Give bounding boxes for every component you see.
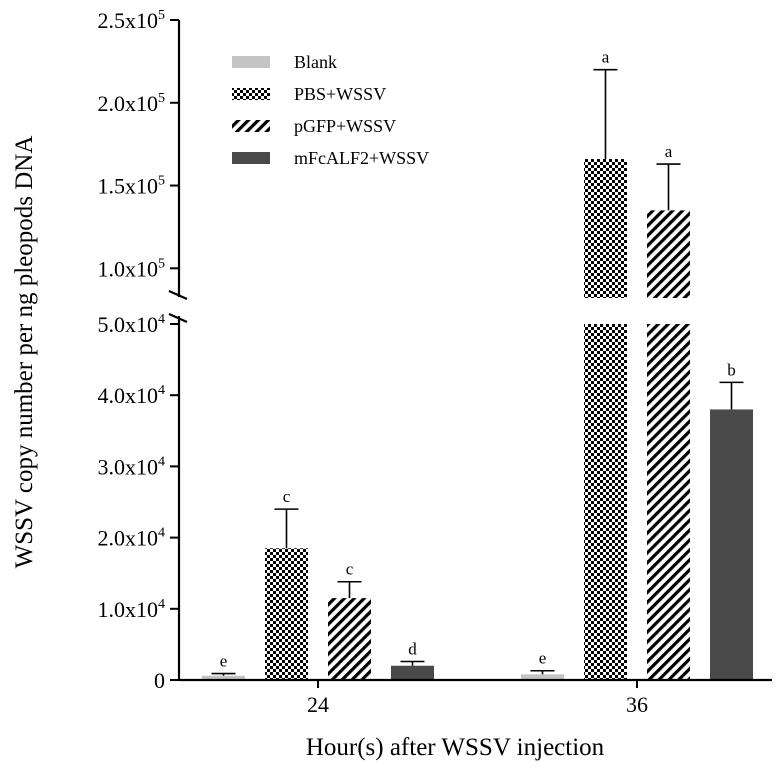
significance-letter: e <box>539 649 547 668</box>
legend-item: Blank <box>232 52 337 72</box>
y-tick-label: 1.0x105 <box>98 256 166 281</box>
legend-item: PBS+WSSV <box>232 84 386 104</box>
axis-break-mark <box>168 312 188 324</box>
y-tick-exponent: 4 <box>158 383 165 398</box>
legend-label: mFcALF2+WSSV <box>294 148 429 168</box>
legend-label: pGFP+WSSV <box>294 116 396 136</box>
bar-blank-36 <box>521 674 564 680</box>
axes-layer <box>168 20 772 682</box>
significance-letter: d <box>408 639 417 658</box>
significance-letter: c <box>283 487 291 506</box>
bar-mfcalf2-wssv-24 <box>391 665 434 680</box>
x-tick-label: 36 <box>626 692 648 717</box>
y-tick-exponent: 4 <box>158 526 165 541</box>
y-tick-label: 4.0x104 <box>98 383 166 408</box>
y-tick-exponent: 4 <box>158 454 165 469</box>
x-tick-label: 24 <box>307 692 329 717</box>
error-bar <box>719 381 744 410</box>
error-bar <box>530 669 555 675</box>
y-tick-exponent: 5 <box>158 91 165 106</box>
bar-pbs-wssv-36-upper <box>584 159 627 309</box>
bar-pbs-wssv-36 <box>584 159 627 680</box>
axis-break-mark <box>168 289 188 301</box>
y-tick-mantissa: 1.5x10 <box>98 174 159 199</box>
legend-label: Blank <box>294 52 337 72</box>
y-tick-label: 5.0x104 <box>98 312 166 337</box>
legend-label: PBS+WSSV <box>294 84 386 104</box>
x-axis-title: Hour(s) after WSSV injection <box>306 734 605 761</box>
y-tick-label: 2.0x104 <box>98 526 166 551</box>
error-bar <box>656 163 681 211</box>
y-axis-title: WSSV copy number per ng pleopods DNA <box>11 136 38 569</box>
y-tick-mantissa: 2.0x10 <box>98 526 159 551</box>
bar-blank-24 <box>202 675 245 680</box>
y-tick-label: 0 <box>154 668 165 693</box>
legend: Blank PBS+WSSV pGFP+WSSV mFcALF2+WSSV <box>232 52 429 168</box>
ticks-layer: 24 3601.0x1042.0x1043.0x1044.0x1045.0x104… <box>98 8 649 717</box>
y-tick-mantissa: 2.5x10 <box>98 8 159 33</box>
significance-letter: b <box>727 360 736 379</box>
y-tick-label: 2.0x105 <box>98 91 166 116</box>
legend-swatch <box>232 56 270 68</box>
y-tick-label: 3.0x104 <box>98 454 166 479</box>
bar-pbs-wssv-24 <box>265 548 308 680</box>
significance-letter: c <box>346 560 354 579</box>
axis-break-gap <box>185 298 765 315</box>
significance-letter: a <box>602 48 610 67</box>
y-tick-label: 1.5x105 <box>98 174 166 199</box>
y-tick-mantissa: 3.0x10 <box>98 454 159 479</box>
error-bar <box>274 508 299 549</box>
y-tick-mantissa: 1.0x10 <box>98 256 159 281</box>
significance-letter: e <box>220 652 228 671</box>
y-tick-label: 2.5x105 <box>98 8 166 33</box>
y-tick-mantissa: 1.0x10 <box>98 597 159 622</box>
y-tick-label: 1.0x104 <box>98 597 166 622</box>
significance-letter: a <box>665 142 673 161</box>
y-tick-mantissa: 4.0x10 <box>98 383 159 408</box>
y-tick-exponent: 5 <box>158 8 165 23</box>
y-tick-exponent: 4 <box>158 312 165 327</box>
error-bar <box>211 672 236 676</box>
bar-pgfp-wssv-36-lower <box>647 324 690 680</box>
bar-pgfp-wssv-36 <box>647 210 690 680</box>
legend-swatch <box>232 88 270 100</box>
y-tick-mantissa: 0 <box>154 668 165 693</box>
y-tick-mantissa: 5.0x10 <box>98 312 159 337</box>
bar-pgfp-wssv-36-upper <box>647 210 690 309</box>
error-bar <box>337 580 362 599</box>
error-bar <box>400 660 425 666</box>
legend-item: pGFP+WSSV <box>232 116 396 136</box>
legend-swatch <box>232 120 270 132</box>
error-bar <box>593 68 618 160</box>
bar-pbs-wssv-36-lower <box>584 324 627 680</box>
legend-item: mFcALF2+WSSV <box>232 148 429 168</box>
bar-pgfp-wssv-24 <box>328 598 371 680</box>
bar-mfcalf2-wssv-36 <box>710 409 753 680</box>
y-tick-exponent: 4 <box>158 597 165 612</box>
bars-layer: e c c d e a a b <box>185 48 765 680</box>
y-tick-mantissa: 2.0x10 <box>98 91 159 116</box>
y-tick-exponent: 5 <box>158 256 165 271</box>
y-tick-exponent: 5 <box>158 174 165 189</box>
legend-swatch <box>232 152 270 164</box>
